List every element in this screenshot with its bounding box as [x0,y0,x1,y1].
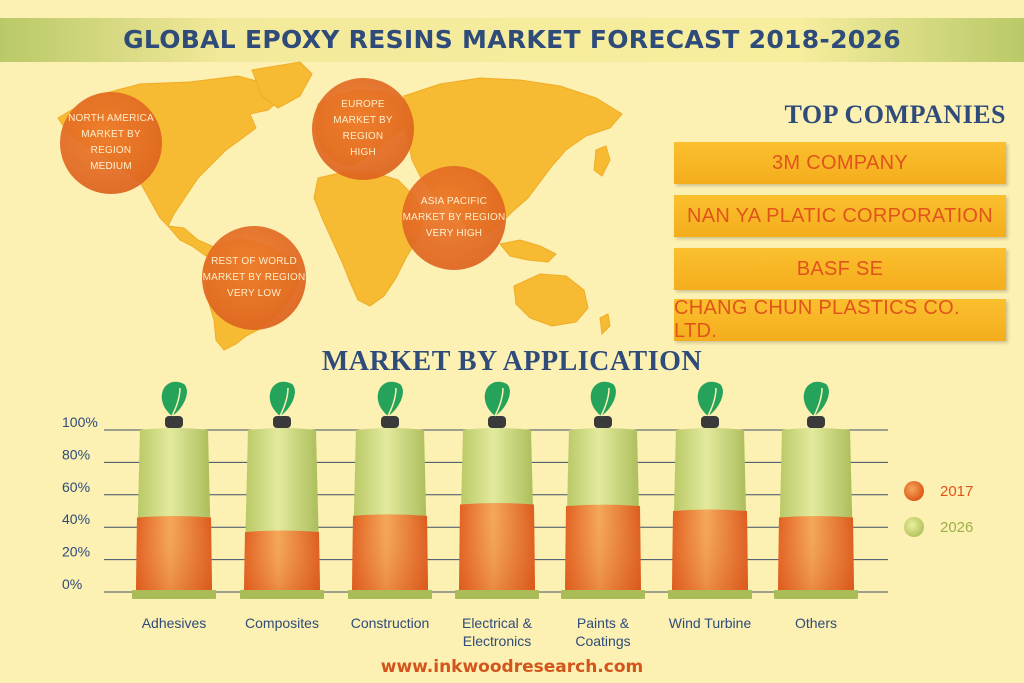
top-companies-title: TOP COMPANIES [784,100,1006,129]
tube-cap [488,416,506,428]
region-level: HIGH [350,147,376,158]
leaf-icon [484,381,510,417]
region-name: NORTH AMERICA [68,113,154,124]
x-tick-label: Wind Turbine [669,615,752,631]
tube-cap [701,416,719,428]
region-caption: MARKET BY REGION [402,212,506,223]
japan-landmass [593,145,611,177]
y-tick-label: 80% [62,446,90,462]
legend-label: 2026 [940,519,973,536]
tube-cap [273,416,291,428]
tube-4 [561,381,645,599]
y-tick-label: 40% [62,511,90,527]
region-north-america: NORTH AMERICA MARKET BY REGION MEDIUM [60,92,162,194]
tube-cap [594,416,612,428]
tube-5 [668,381,752,599]
y-tick-label: 0% [62,576,82,592]
greenland-landmass [251,61,313,109]
legend-item: 2017 [904,481,973,501]
region-europe: EUROPE MARKET BY REGION HIGH [312,78,414,180]
x-tick-label: Composites [245,615,319,631]
title-banner: GLOBAL EPOXY RESINS MARKET FORECAST 2018… [0,18,1024,62]
leaf-icon [803,381,829,417]
tube-cap [165,416,183,428]
x-tick-label: Electrical & Electronics [462,615,533,649]
bar-2017-shade [244,532,320,592]
legend-swatch [904,481,924,501]
company-nan-ya: NAN YA PLATIC CORPORATION [674,195,1006,237]
tube-crimp [132,590,216,599]
region-caption: MARKET BY REGION [202,272,306,283]
tube-crimp [668,590,752,599]
leaf-icon [161,381,187,417]
leaf-icon [377,381,403,417]
bar-2017-shade [672,511,748,592]
region-caption: MARKET BY REGION [333,115,393,142]
tube-cap [807,416,825,428]
tube-0 [132,381,216,599]
sea-islands-landmass [499,239,557,263]
company-chang-chun: CHANG CHUN PLASTICS CO. LTD. [674,297,1006,342]
leaf-icon [697,381,723,417]
bar-2017-shade [459,504,535,592]
new-zealand-landmass [599,313,611,336]
tube-crimp [348,590,432,599]
footer-url: www.inkwoodresearch.com [380,657,644,677]
africa-landmass [313,171,425,307]
region-level: VERY LOW [226,288,281,299]
region-name: REST OF WORLD [211,256,297,267]
company-basf: BASF SE [674,248,1006,290]
region-asia-pacific: ASIA PACIFIC MARKET BY REGION VERY HIGH [402,166,506,270]
x-tick-label: Others [795,615,837,631]
x-tick-label: Construction [351,615,430,631]
legend-swatch [904,517,924,537]
tube-cap [381,416,399,428]
y-tick-label: 20% [62,544,90,560]
region-level: MEDIUM [90,161,132,172]
chart-title: MARKET BY APPLICATION [321,346,703,377]
region-name: ASIA PACIFIC [420,196,488,207]
bar-2017-shade [565,506,641,592]
tube-crimp [561,590,645,599]
legend-label: 2017 [940,483,973,500]
region-caption: MARKET BY REGION [81,129,141,156]
tube-crimp [774,590,858,599]
region-level: VERY HIGH [425,228,483,239]
x-tick-label: Adhesives [142,615,207,631]
company-3m: 3M COMPANY [674,142,1006,184]
bar-2017-shade [352,515,428,592]
x-tick-label: Paints & Coatings [575,615,630,649]
leaf-icon [269,381,295,417]
y-tick-label: 100% [62,414,98,430]
bar-2017-shade [778,517,854,592]
legend-item: 2026 [904,517,973,537]
y-tick-label: 60% [62,479,90,495]
leaf-icon [590,381,616,417]
australia-landmass [513,273,589,327]
tube-2 [348,381,432,599]
region-name: EUROPE [341,99,385,110]
tube-3 [455,381,539,599]
region-rest-of-world: REST OF WORLD MARKET BY REGION VERY LOW [202,226,306,330]
tube-crimp [455,590,539,599]
tube-crimp [240,590,324,599]
tube-6 [774,381,858,599]
bar-2017-shade [136,517,212,592]
page-title: GLOBAL EPOXY RESINS MARKET FORECAST 2018… [123,25,901,54]
tube-1 [240,381,324,599]
